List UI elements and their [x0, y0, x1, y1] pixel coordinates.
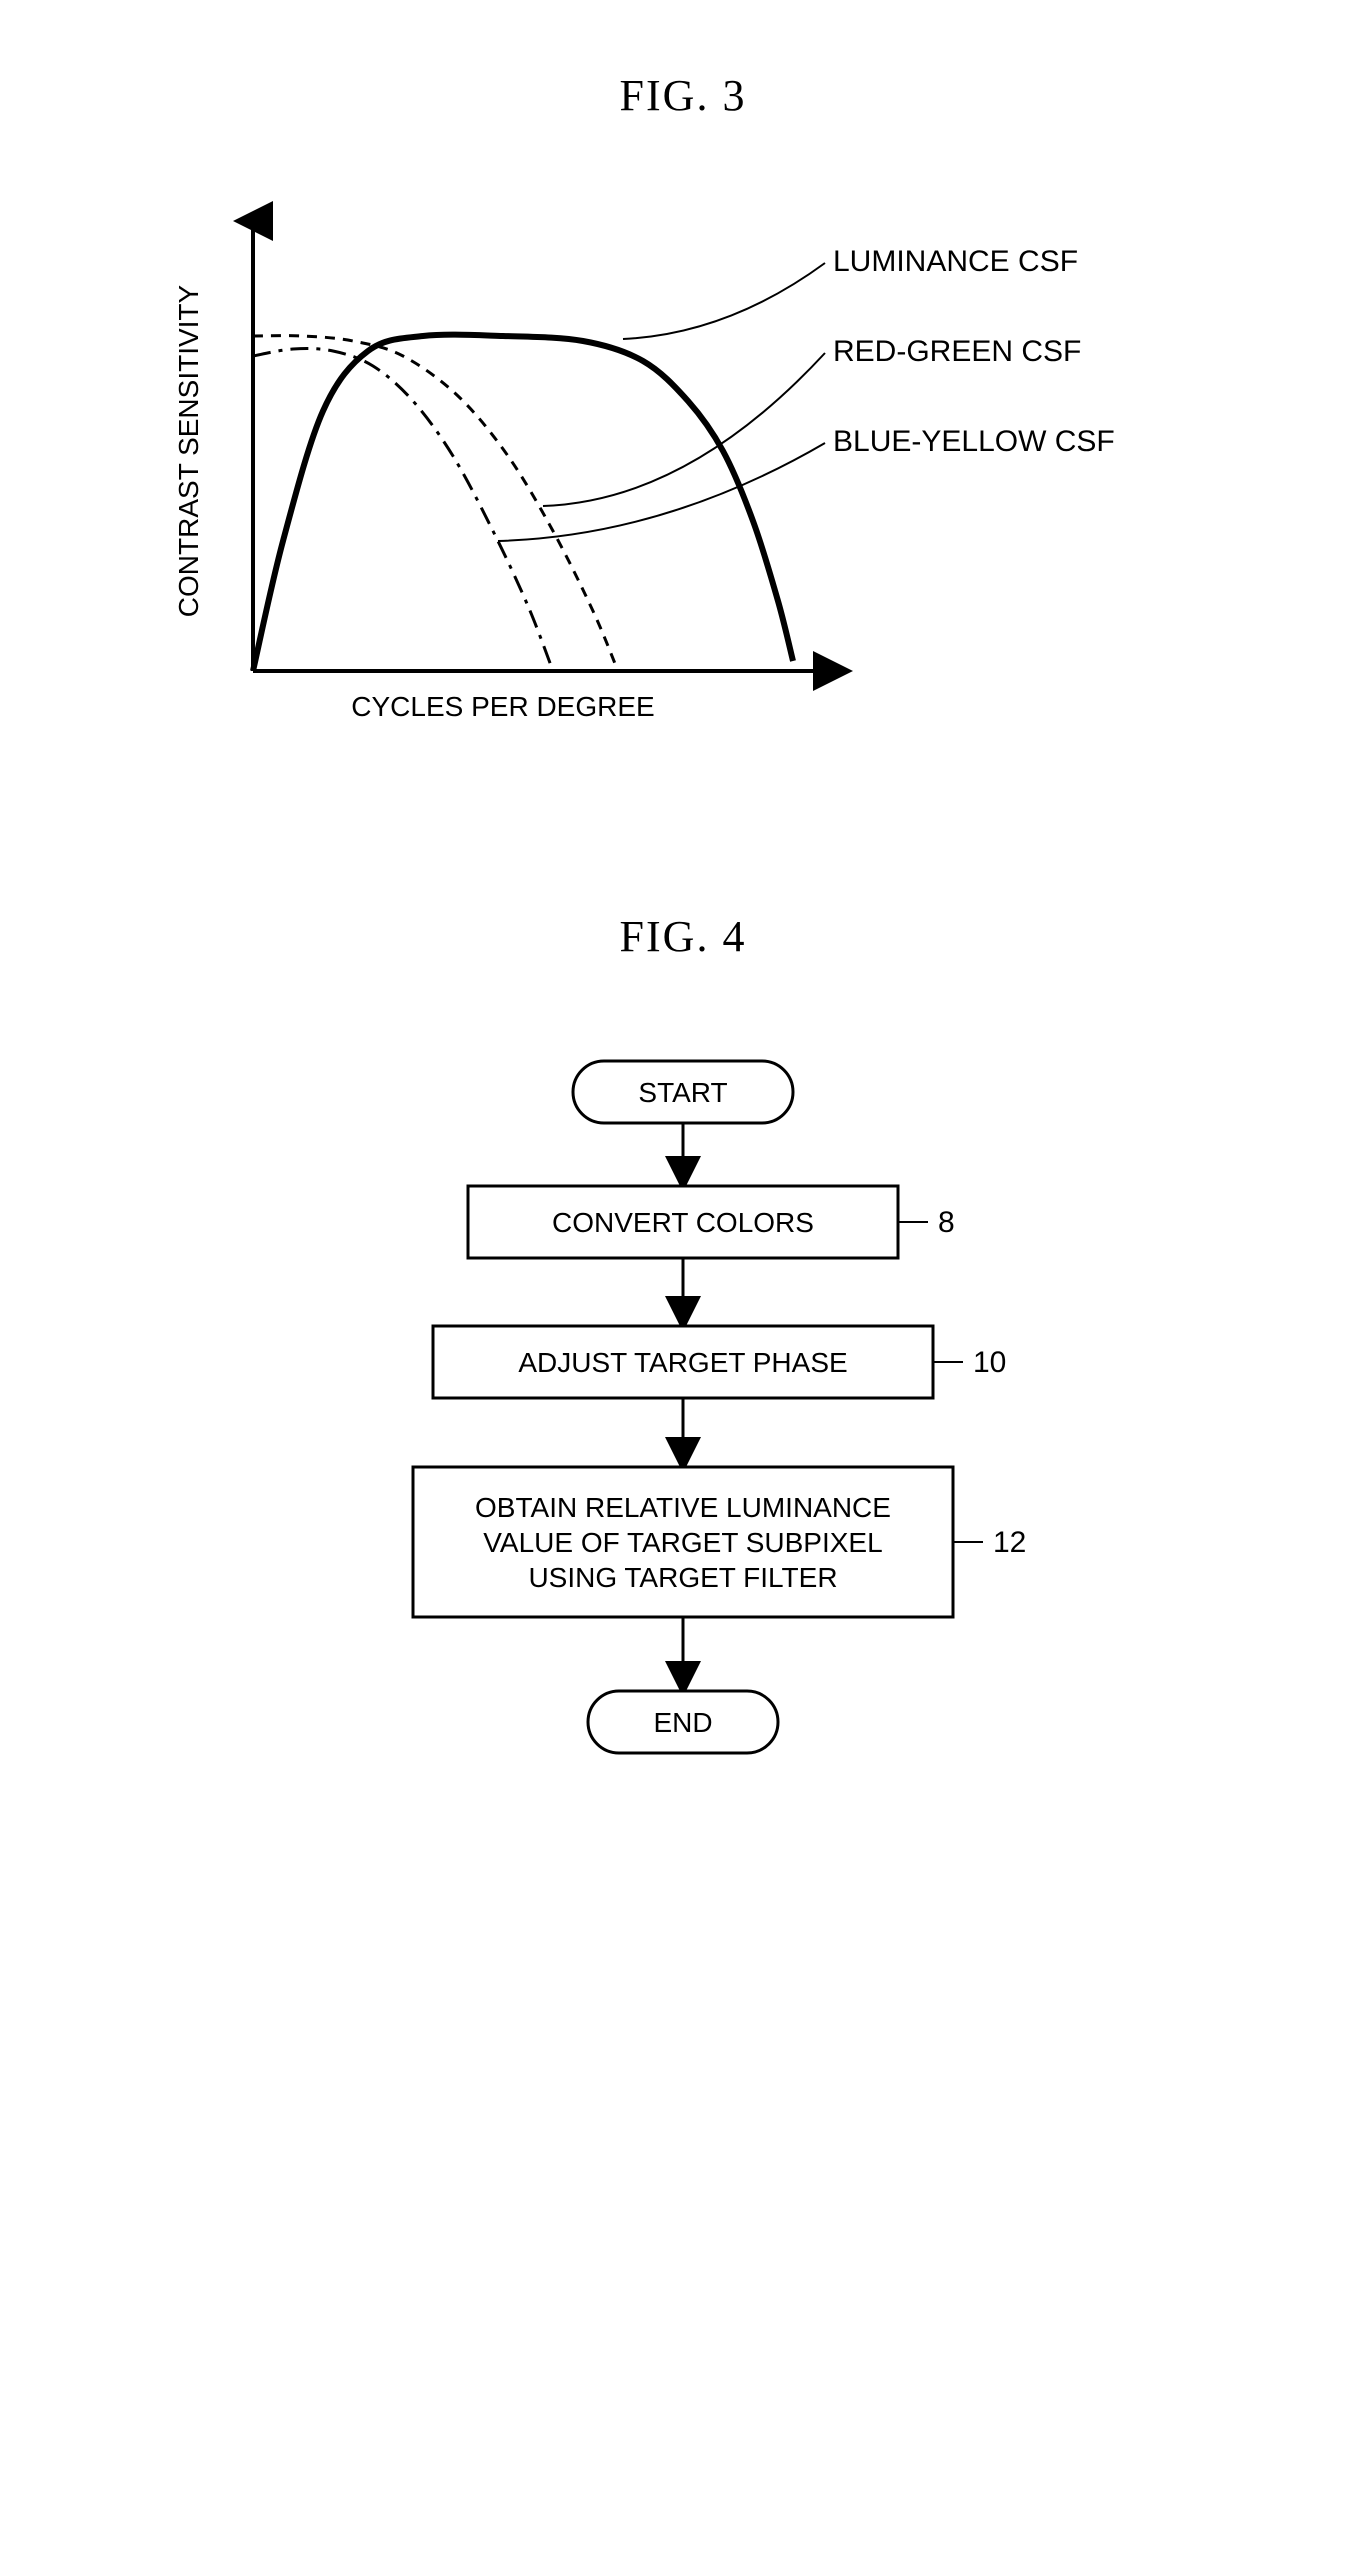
- node-label: USING TARGET FILTER: [528, 1562, 837, 1593]
- node-label: START: [638, 1077, 727, 1108]
- fig3-chart: CONTRAST SENSITIVITY CYCLES PER DEGREE LUM…: [133, 191, 1233, 751]
- leader-line: [623, 263, 825, 339]
- node-ref: 10: [973, 1346, 1006, 1379]
- node-label: OBTAIN RELATIVE LUMINANCE: [475, 1492, 891, 1523]
- curve-red-green-csf: [253, 336, 618, 671]
- node-label: END: [653, 1707, 712, 1738]
- curve-label: LUMINANCE CSF: [833, 245, 1078, 278]
- curve-luminance-csf: [253, 335, 793, 671]
- node-label: ADJUST TARGET PHASE: [518, 1347, 847, 1378]
- curve-blue-yellow-csf: [253, 349, 553, 671]
- curve-label: BLUE-YELLOW CSF: [833, 425, 1115, 458]
- node-ref: 12: [993, 1526, 1026, 1559]
- y-axis-label: CONTRAST SENSITIVITY: [173, 284, 204, 617]
- fig4-title: FIG. 4: [0, 911, 1366, 962]
- leader-line: [498, 443, 825, 541]
- curve-label: RED-GREEN CSF: [833, 335, 1081, 368]
- fig4-flowchart: START CONVERT COLORS 8 ADJUST TARGET PHASE 1…: [233, 1032, 1133, 1792]
- leader-line: [543, 353, 825, 506]
- fig3-title: FIG. 3: [0, 70, 1366, 121]
- node-label: CONVERT COLORS: [552, 1207, 814, 1238]
- node-ref: 8: [938, 1206, 955, 1239]
- x-axis-label: CYCLES PER DEGREE: [351, 691, 654, 722]
- node-label: VALUE OF TARGET SUBPIXEL: [483, 1527, 882, 1558]
